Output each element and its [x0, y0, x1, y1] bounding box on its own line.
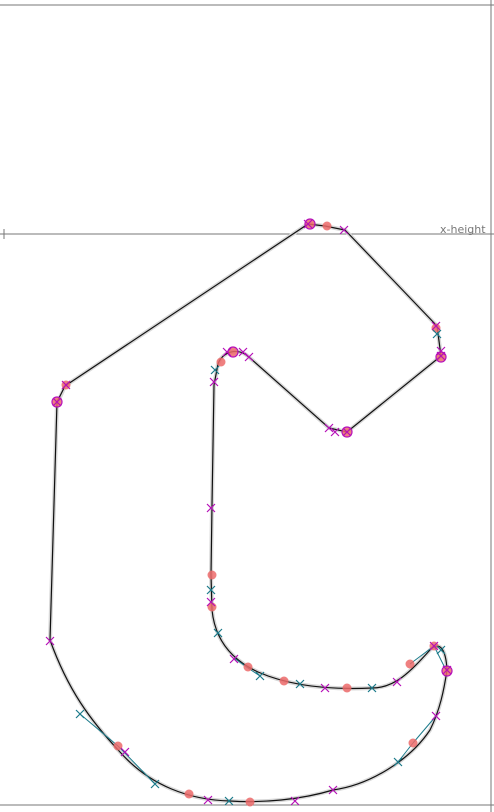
off-curve-handle[interactable] — [330, 427, 340, 437]
start-point-marker[interactable] — [304, 218, 316, 230]
tangent-point[interactable] — [393, 757, 403, 767]
tangent-point[interactable] — [213, 628, 223, 638]
off-curve-handle[interactable] — [45, 636, 55, 646]
off-curve-handle[interactable] — [431, 321, 441, 331]
on-curve-point[interactable] — [243, 662, 253, 672]
tangent-point[interactable] — [255, 671, 265, 681]
off-curve-handle[interactable] — [238, 347, 248, 357]
start-point-markers — [51, 218, 453, 677]
xheight-label: x-height — [440, 223, 486, 236]
handle-line — [409, 645, 435, 665]
off-curve-handles — [45, 219, 452, 806]
tangent-point[interactable] — [75, 709, 85, 719]
tangent-point[interactable] — [295, 679, 305, 689]
on-curve-point[interactable] — [405, 659, 415, 669]
off-curve-handle[interactable] — [61, 380, 71, 390]
on-curve-point[interactable] — [342, 683, 352, 693]
on-curve-point[interactable] — [408, 738, 418, 748]
tangent-point[interactable] — [206, 585, 216, 595]
off-curve-handle[interactable] — [290, 796, 300, 806]
off-curve-handle[interactable] — [229, 654, 239, 664]
xheight-metric: x-height — [0, 223, 494, 239]
off-curve-handle[interactable] — [429, 641, 439, 651]
tangent-point[interactable] — [224, 796, 234, 806]
start-point-marker[interactable] — [227, 346, 239, 358]
on-curve-point[interactable] — [184, 789, 194, 799]
start-point-marker[interactable] — [341, 426, 353, 438]
off-curve-handle[interactable] — [342, 427, 352, 437]
start-point-marker[interactable] — [51, 396, 63, 408]
glyph-outline — [47, 221, 450, 804]
on-curve-point[interactable] — [245, 797, 255, 807]
handle-line — [117, 745, 156, 785]
on-curve-point[interactable] — [207, 570, 217, 580]
off-curve-handle[interactable] — [392, 677, 402, 687]
tangent-point[interactable] — [432, 329, 442, 339]
on-curve-point[interactable] — [113, 741, 123, 751]
off-curve-handle[interactable] — [222, 347, 232, 357]
off-curve-handle[interactable] — [320, 683, 330, 693]
handle-line — [412, 715, 437, 744]
off-curve-handle[interactable] — [206, 597, 216, 607]
off-curve-handle[interactable] — [52, 397, 62, 407]
tangent-nodes — [75, 329, 446, 806]
outline-shadow — [47, 221, 450, 804]
off-curve-handle[interactable] — [244, 352, 254, 362]
start-point-marker[interactable] — [435, 351, 447, 363]
tangent-point[interactable] — [150, 779, 160, 789]
on-curve-point[interactable] — [279, 676, 289, 686]
off-curve-handle[interactable] — [209, 377, 219, 387]
off-curve-handle[interactable] — [328, 785, 338, 795]
on-curve-point[interactable] — [228, 347, 238, 357]
off-curve-handle[interactable] — [339, 225, 349, 235]
on-curve-point[interactable] — [442, 666, 452, 676]
off-curve-handle[interactable] — [203, 795, 213, 805]
off-curve-handle[interactable] — [120, 747, 130, 757]
handle-lines — [79, 645, 447, 785]
off-curve-handle[interactable] — [431, 711, 441, 721]
tangent-point[interactable] — [436, 645, 446, 655]
tangent-point[interactable] — [367, 683, 377, 693]
on-curve-point[interactable] — [305, 219, 315, 229]
on-curve-point[interactable] — [322, 221, 332, 231]
start-point-marker[interactable] — [441, 665, 453, 677]
on-curve-point[interactable] — [436, 352, 446, 362]
on-curve-points — [52, 219, 452, 807]
tangent-point[interactable] — [210, 365, 220, 375]
contour-path — [49, 223, 448, 803]
off-curve-handle[interactable] — [206, 503, 216, 513]
handle-line — [79, 713, 119, 747]
on-curve-point[interactable] — [216, 357, 226, 367]
off-curve-handle[interactable] — [324, 423, 334, 433]
